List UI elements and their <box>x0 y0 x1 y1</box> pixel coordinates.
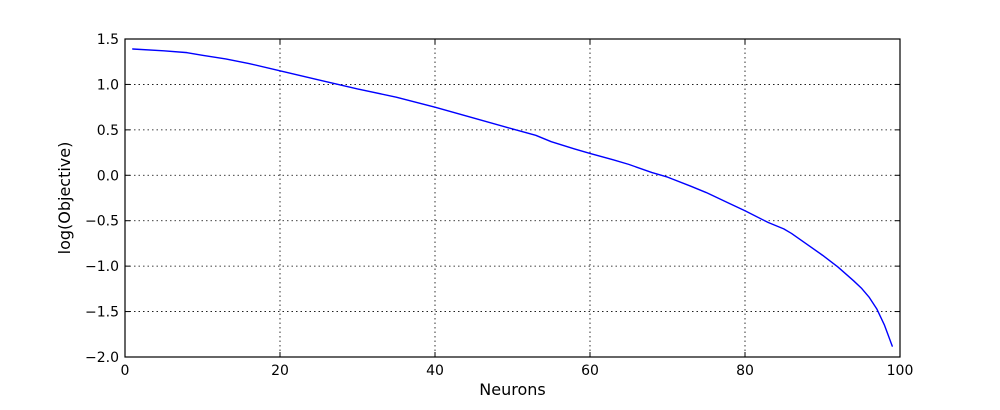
x-tick-label: 40 <box>426 363 444 379</box>
y-tick-label: 1.5 <box>97 32 119 48</box>
x-tick-label: 100 <box>887 363 914 379</box>
y-tick-label: −1.0 <box>85 259 119 275</box>
x-tick-label: 80 <box>736 363 754 379</box>
y-tick-label: −2.0 <box>85 350 119 366</box>
y-tick-label: 0.0 <box>97 168 119 184</box>
series-line <box>132 48 893 347</box>
grid-layer <box>125 39 900 357</box>
data-layer <box>132 48 893 347</box>
plot-frame <box>124 38 901 358</box>
y-tick-label: 0.5 <box>97 123 119 139</box>
x-axis-label: Neurons <box>479 380 545 399</box>
y-tick-label: 1.0 <box>97 77 119 93</box>
y-axis-label: log(Objective) <box>55 142 74 255</box>
x-tick-label: 0 <box>121 363 130 379</box>
y-tick-label: −1.5 <box>85 305 119 321</box>
x-tick-label: 20 <box>271 363 289 379</box>
x-tick-label: 60 <box>581 363 599 379</box>
y-tick-label: −0.5 <box>85 214 119 230</box>
